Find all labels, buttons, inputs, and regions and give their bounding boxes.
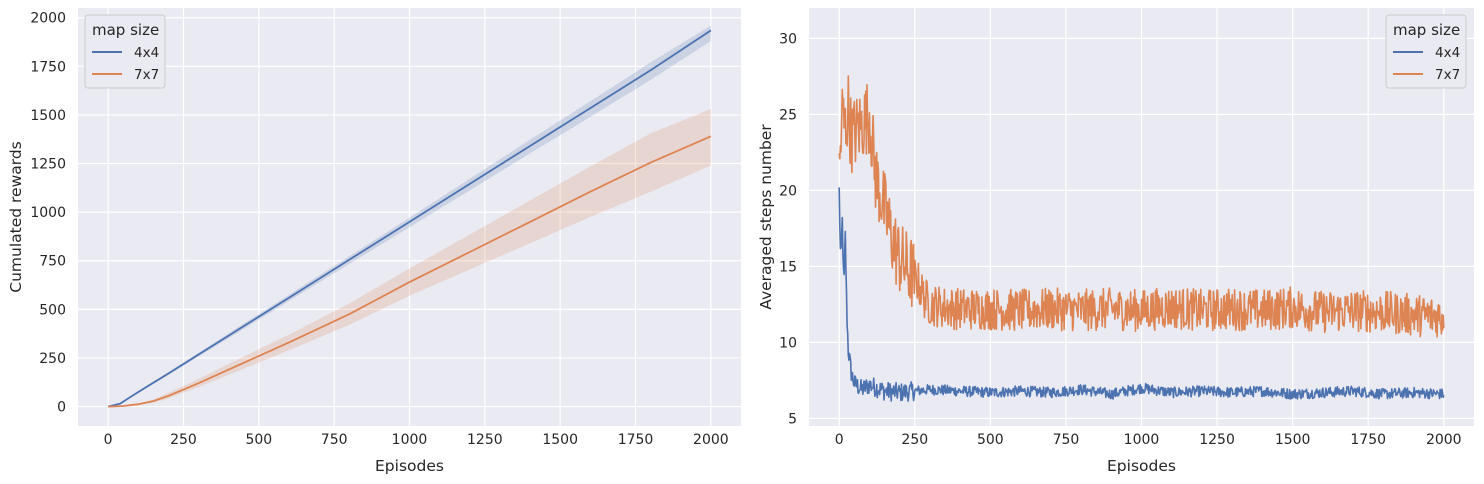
x-tick-label: 500 xyxy=(977,432,1004,448)
y-tick-label: 1000 xyxy=(30,205,66,221)
y-tick-label: 15 xyxy=(779,259,797,275)
x-tick-label: 1750 xyxy=(618,432,654,448)
legend-box xyxy=(1385,14,1467,89)
averaged-steps-chart: 0 250 500 750 1000 1250 1500 1750 2000 5 10 15 20 25… xyxy=(757,8,1474,475)
y-tick-labels: 0 250 500 750 1000 1250 1500 1750 2000 xyxy=(30,11,66,416)
legend-label-4x4: 4x4 xyxy=(134,45,159,61)
x-tick-labels: 0 250 500 750 1000 1250 1500 1750 2000 xyxy=(835,432,1462,448)
y-tick-label: 30 xyxy=(779,31,797,47)
x-tick-label: 1000 xyxy=(392,432,428,448)
x-tick-labels: 0 250 500 750 1000 1250 1500 1750 2000 xyxy=(104,432,729,448)
x-tick-label: 0 xyxy=(835,432,844,448)
legend-label-7x7: 7x7 xyxy=(134,67,159,83)
y-tick-label: 500 xyxy=(39,302,66,318)
confidence-band-4x4 xyxy=(108,25,711,407)
y-tick-label: 25 xyxy=(779,107,797,123)
y-tick-label: 20 xyxy=(779,183,797,199)
legend-label-7x7: 7x7 xyxy=(1435,67,1460,83)
confidence-bands xyxy=(108,25,711,407)
x-tick-label: 1000 xyxy=(1124,432,1160,448)
cumulated-rewards-chart: 0 250 500 750 1000 1250 1500 1750 2000 0 250 500 75… xyxy=(7,8,741,475)
x-tick-label: 250 xyxy=(901,432,928,448)
x-tick-label: 1500 xyxy=(1275,432,1311,448)
y-tick-label: 2000 xyxy=(30,11,66,27)
y-tick-label: 0 xyxy=(57,400,66,416)
x-tick-label: 750 xyxy=(1053,432,1080,448)
legend-title: map size xyxy=(1393,21,1460,39)
confidence-band-7x7 xyxy=(108,109,711,407)
y-tick-label: 750 xyxy=(39,254,66,270)
series-line-4x4 xyxy=(838,187,1445,402)
y-axis-label: Cumulated rewards xyxy=(7,141,25,293)
y-tick-label: 5 xyxy=(788,411,797,427)
grid xyxy=(78,8,741,426)
x-tick-label: 250 xyxy=(170,432,197,448)
x-tick-label: 1750 xyxy=(1350,432,1386,448)
y-tick-label: 250 xyxy=(39,351,66,367)
legend-title: map size xyxy=(92,21,159,39)
y-tick-label: 1500 xyxy=(30,108,66,124)
series-line-7x7 xyxy=(838,75,1445,338)
series-line-4x4 xyxy=(107,29,712,408)
legend-box xyxy=(84,14,166,89)
legend-label-4x4: 4x4 xyxy=(1435,45,1460,61)
x-tick-label: 2000 xyxy=(693,432,729,448)
x-tick-label: 1250 xyxy=(467,432,503,448)
legend: map size 4x4 7x7 xyxy=(1385,14,1467,89)
y-tick-label: 1250 xyxy=(30,157,66,173)
x-tick-label: 1500 xyxy=(542,432,578,448)
x-axis-label: Episodes xyxy=(1107,457,1176,475)
y-tick-label: 10 xyxy=(779,335,797,351)
x-tick-label: 750 xyxy=(321,432,348,448)
series-lines xyxy=(107,29,712,408)
y-tick-labels: 5 10 15 20 25 30 xyxy=(779,31,797,427)
x-tick-label: 2000 xyxy=(1426,432,1462,448)
series-lines xyxy=(838,75,1445,402)
series-line-7x7 xyxy=(108,135,712,408)
y-tick-label: 1750 xyxy=(30,59,66,75)
y-axis-label: Averaged steps number xyxy=(757,124,775,310)
x-tick-label: 1250 xyxy=(1199,432,1235,448)
legend: map size 4x4 7x7 xyxy=(84,14,166,89)
x-axis-label: Episodes xyxy=(375,457,444,475)
x-tick-label: 500 xyxy=(245,432,272,448)
x-tick-label: 0 xyxy=(104,432,113,448)
